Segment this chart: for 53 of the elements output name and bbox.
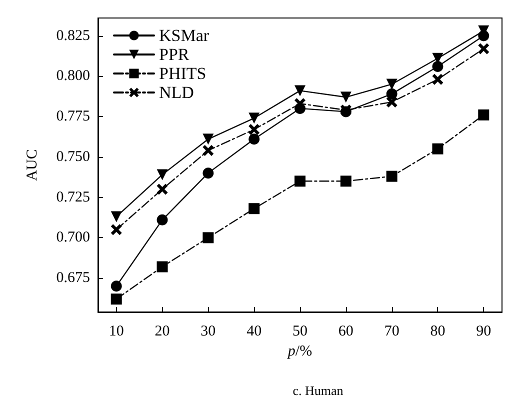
point <box>110 211 122 222</box>
point <box>202 144 214 156</box>
x-tick-label: 20 <box>154 324 170 340</box>
legend-label: NLD <box>159 83 194 102</box>
y-tick-label: 0.750 <box>56 148 90 165</box>
point <box>202 232 214 244</box>
point <box>386 170 398 182</box>
legend-label: PHITS <box>159 64 206 83</box>
y-tick-label: 0.825 <box>56 28 90 44</box>
point <box>478 109 490 120</box>
x-tick-label: 10 <box>108 324 124 340</box>
point <box>202 168 214 179</box>
y-tick-label: 0.725 <box>56 189 90 206</box>
point <box>110 280 122 292</box>
point <box>340 92 352 103</box>
point <box>432 74 444 85</box>
point <box>248 203 260 214</box>
y-tick-label: 0.700 <box>56 230 90 246</box>
point <box>248 124 260 135</box>
point <box>294 176 306 187</box>
point <box>110 294 122 305</box>
x-tick-label: 30 <box>200 324 216 340</box>
point <box>386 78 398 90</box>
x-tick-label: 90 <box>476 324 492 340</box>
point <box>248 134 260 145</box>
legend-label: PPR <box>159 45 190 64</box>
point <box>432 60 444 72</box>
legend-label: KSMar <box>159 26 210 45</box>
x-tick-label: 40 <box>246 324 262 340</box>
y-tick-label: 0.775 <box>56 108 90 125</box>
point <box>478 30 490 42</box>
y-axis-title: AUC <box>24 149 40 181</box>
point <box>156 214 168 226</box>
x-tick-label: 60 <box>338 324 354 340</box>
text: c. Human <box>292 383 344 398</box>
x-axis-title: p/% <box>286 344 312 360</box>
point <box>294 85 306 96</box>
y-tick-label: 0.675 <box>56 270 90 286</box>
x-tick-label: 50 <box>292 324 308 340</box>
point <box>202 134 214 145</box>
point <box>248 112 260 124</box>
point <box>110 224 122 236</box>
x-tick-label: 80 <box>430 324 446 340</box>
point <box>340 176 352 187</box>
point <box>386 88 398 100</box>
point <box>156 261 168 272</box>
point <box>156 169 168 180</box>
y-tick-label: 0.800 <box>56 68 90 84</box>
point <box>478 43 490 54</box>
point <box>294 102 306 114</box>
x-tick-label: 70 <box>384 324 400 340</box>
point <box>432 143 444 154</box>
point <box>156 184 168 195</box>
